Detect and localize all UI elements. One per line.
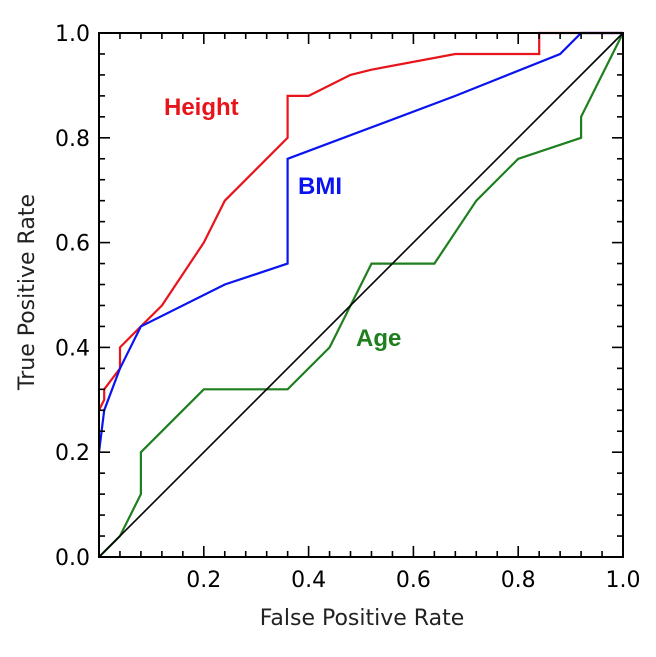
plot-border (98, 32, 624, 558)
height-series-label: Height (164, 94, 239, 121)
x-tick-label: 0.4 (291, 568, 326, 593)
x-tick-label: 0.6 (396, 568, 431, 593)
y-axis-title: True Positive Rate (15, 194, 40, 391)
axis-ticks (98, 32, 624, 558)
height-curve (98, 31, 623, 411)
y-tick-label: 0.8 (55, 127, 90, 152)
age-curve (98, 32, 624, 558)
y-tick-label: 0.4 (55, 336, 90, 361)
y-tick-label: 0.6 (55, 232, 90, 257)
x-tick-label: 1.0 (606, 568, 641, 593)
plot-frame (98, 32, 624, 558)
reference-curve (98, 32, 624, 558)
age-series-label: Age (356, 325, 401, 352)
x-tick-label: 0.2 (186, 568, 221, 593)
bmi-series-label: BMI (298, 173, 342, 200)
x-tick-label: 0.8 (501, 568, 536, 593)
y-tick-label: 0.0 (55, 546, 90, 571)
bmi-curve (97, 31, 623, 453)
series-lines (97, 31, 624, 558)
y-tick-label: 0.2 (55, 441, 90, 466)
tick-labels: 0.2 0.4 0.6 0.8 1.0 0.0 0.2 0.4 0.6 0.8 1.0 (55, 22, 641, 593)
x-axis-title: False Positive Rate (260, 606, 464, 631)
y-tick-label: 1.0 (55, 22, 90, 47)
